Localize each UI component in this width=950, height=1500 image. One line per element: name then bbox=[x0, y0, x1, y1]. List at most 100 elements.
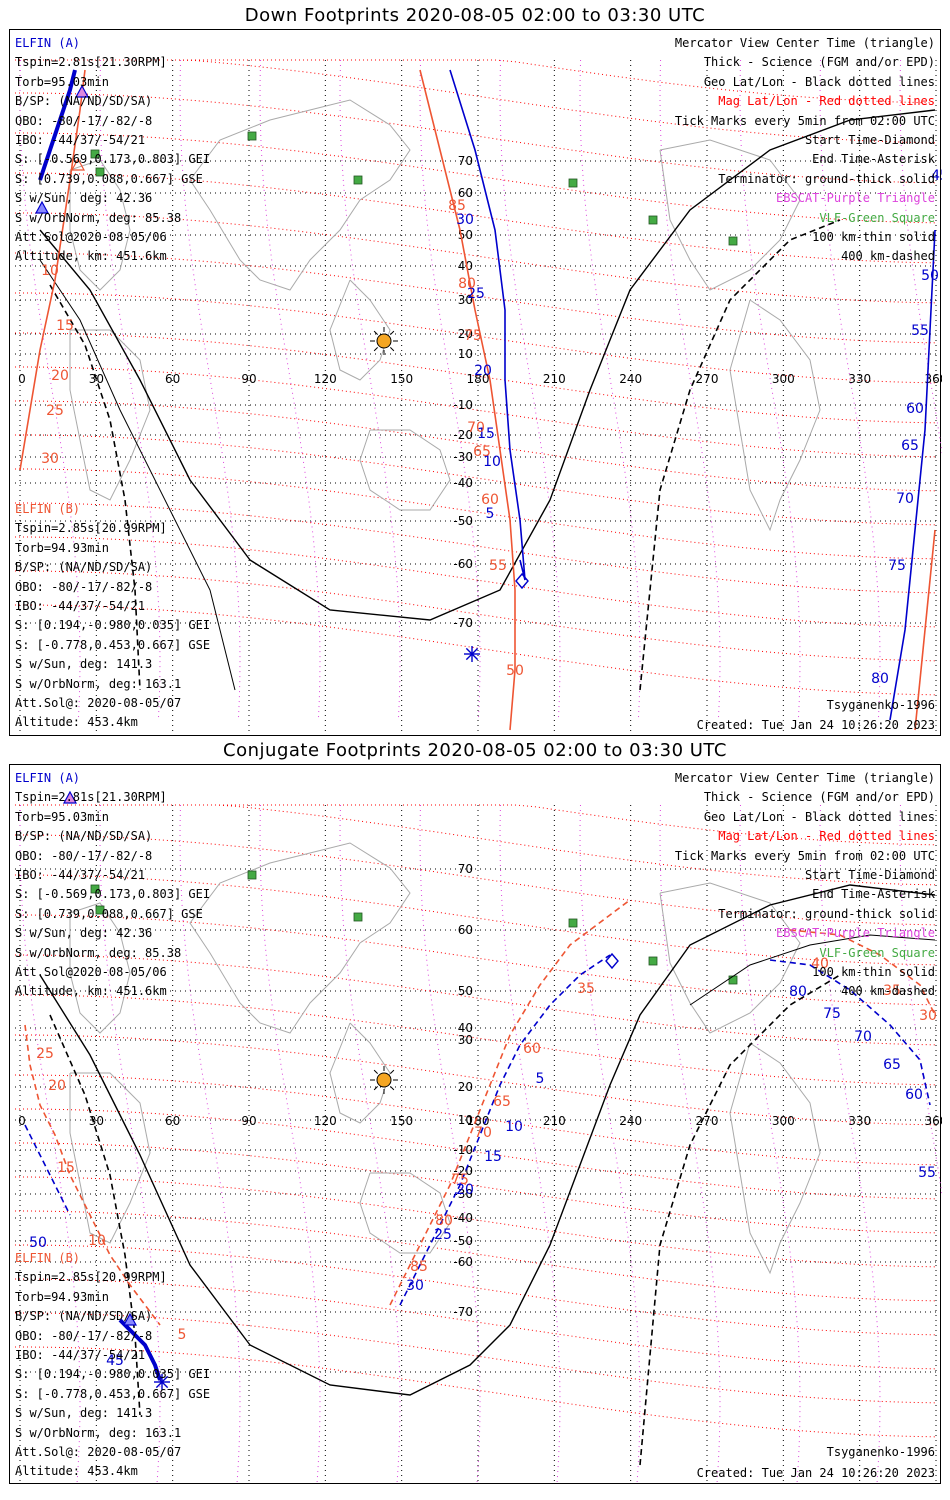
track-time-label: 25 bbox=[467, 286, 485, 302]
elfin-a-line: OBO: -80/-17/-82/-8 bbox=[15, 848, 153, 863]
lat-tick-label: -30 bbox=[453, 1187, 473, 1201]
legend-item: Thick - Science (FGM and/or EPD) bbox=[703, 790, 935, 805]
start-time-diamond bbox=[605, 952, 619, 970]
coastline bbox=[69, 329, 151, 501]
lat-tick-label: 40 bbox=[458, 1021, 473, 1035]
lat-tick-label: -70 bbox=[453, 1305, 473, 1319]
coastline bbox=[359, 1172, 451, 1254]
elfin-b-conjugate-track bbox=[389, 899, 631, 1306]
lat-tick-label: -60 bbox=[453, 1255, 473, 1269]
elfin-a-track-right bbox=[889, 229, 936, 721]
center-time-triangle bbox=[62, 790, 78, 804]
mag-grid-longitude bbox=[499, 59, 561, 721]
coastline bbox=[659, 882, 801, 1034]
coastline bbox=[729, 299, 821, 532]
lat-tick-label: 10 bbox=[458, 347, 473, 361]
sun-ray bbox=[373, 1086, 378, 1091]
elfin-a-line: Tspin=2.81s[21.30RPM] bbox=[15, 55, 167, 70]
sun-ray bbox=[390, 1069, 395, 1074]
legend-item: Terminator: ground-thick solid bbox=[718, 171, 935, 186]
elfin-b-line: S w/OrbNorm, deg: 163.1 bbox=[15, 676, 182, 691]
lon-tick-label: 90 bbox=[241, 1114, 256, 1128]
elfin-a-line: B/SP: (NA/ND/SD/SA) bbox=[15, 94, 153, 109]
legend-item: Tick Marks every 5min from 02:00 UTC bbox=[674, 848, 935, 863]
conjugate-footprints-map: 0 30 60 90 120 150 180 210 240 270 300 330 360 70 60 50… bbox=[14, 790, 942, 1485]
mag-grid-longitude bbox=[19, 804, 81, 1485]
mag-grid-longitude bbox=[259, 59, 321, 721]
lon-tick-label: 90 bbox=[241, 372, 256, 386]
track-time-label: 5 bbox=[178, 1327, 187, 1343]
elfin-b-line: S: [0.194,-0.980,0.035] GEI bbox=[15, 618, 211, 633]
lat-tick-label: 70 bbox=[458, 862, 473, 876]
legend-item: Mag Lat/Lon - Red dotted lines bbox=[718, 829, 935, 844]
lon-tick-label: 240 bbox=[619, 372, 642, 386]
elfin-b-line: B/SP: (NA/ND/SD/SA) bbox=[15, 560, 153, 575]
vlf-station-marker bbox=[568, 918, 578, 928]
legend-item: Start Time-Diamond bbox=[804, 133, 935, 148]
elfin-b-line: Altitude: 453.4km bbox=[15, 1464, 138, 1479]
legend-item: VLF-Green Square bbox=[819, 945, 935, 960]
track-time-label: 65 bbox=[473, 444, 491, 460]
vlf-station-marker bbox=[353, 175, 363, 185]
elfin-a-conjugate-track-left bbox=[24, 1124, 71, 1216]
lat-tick-label: 60 bbox=[458, 186, 473, 200]
track-time-label: 75 bbox=[451, 1172, 469, 1188]
track-time-label: 40 bbox=[811, 956, 829, 972]
track-time-label: 80 bbox=[871, 671, 889, 687]
lon-tick-label: 210 bbox=[543, 372, 566, 386]
panel-title-down: Down Footprints 2020-08-05 02:00 to 03:3… bbox=[244, 5, 706, 26]
conjugate-footprints-panel: 0 30 60 90 120 150 180 210 240 270 300 330 360 70 60 50… bbox=[9, 764, 942, 1485]
lat-tick-label: -50 bbox=[453, 1234, 473, 1248]
elfin-a-line: Tspin=2.81s[21.30RPM] bbox=[15, 790, 167, 805]
coastline bbox=[69, 1072, 151, 1244]
track-time-label: 75 bbox=[888, 558, 906, 574]
lon-tick-label: 330 bbox=[848, 1114, 871, 1128]
lon-tick-label: 150 bbox=[390, 1114, 413, 1128]
lat-tick-label: 30 bbox=[458, 293, 473, 307]
elfin-b-line: IBO: -44/37/-54/21 bbox=[15, 1348, 146, 1363]
lat-tick-label: -20 bbox=[453, 428, 473, 442]
lat-tick-label: 10 bbox=[458, 1113, 473, 1127]
legend-item: 100 km-thin solid bbox=[812, 230, 935, 245]
elfin-a-line: Att.Sol@2020-08-05/06 bbox=[15, 230, 167, 245]
track-time-label: 70 bbox=[467, 420, 485, 436]
mag-grid-longitude bbox=[19, 59, 81, 721]
legend-item: Geo Lat/Lon - Black dotted lines bbox=[703, 74, 935, 89]
legend-item: Mercator View Center Time (triangle) bbox=[674, 36, 935, 50]
lat-tick-label: 60 bbox=[458, 923, 473, 937]
terminator-100km-line bbox=[39, 259, 236, 691]
legend: Mercator View Center Time (triangle) Thi… bbox=[675, 769, 935, 1002]
elfin-a-science-track bbox=[118, 1318, 162, 1381]
coastline bbox=[69, 902, 131, 1034]
track-time-label: 10 bbox=[88, 1233, 106, 1249]
center-time-triangle bbox=[122, 1312, 138, 1326]
track-time-label: 60 bbox=[906, 401, 924, 417]
lon-tick-label: 360 bbox=[925, 372, 942, 386]
elfin-a-line: Torb=95.03min bbox=[15, 74, 109, 89]
track-time-label: 50 bbox=[506, 663, 524, 679]
track-time-label: 65 bbox=[901, 438, 919, 454]
terminator-400km-line bbox=[639, 974, 841, 1466]
track-time-label: 45 bbox=[931, 168, 942, 184]
elfin-a-line: S w/OrbNorm, deg: 85.38 bbox=[15, 945, 182, 960]
elfin-a-line: OBO: -80/-17/-82/-8 bbox=[15, 113, 153, 128]
elfin-a-line: S: [-0.569,0.173,0.803] GEI bbox=[15, 152, 211, 167]
lat-tick-label: -40 bbox=[453, 1211, 473, 1225]
elfin-b-line: Att.Sol@: 2020-08-05/07 bbox=[15, 1445, 182, 1460]
legend-item: End Time-Asterisk bbox=[812, 887, 935, 902]
track-time-label: 50 bbox=[921, 268, 939, 284]
lat-tick-label: 20 bbox=[458, 327, 473, 341]
model-label: Tsyganenko-1996 bbox=[826, 1445, 935, 1459]
elfin-b-line: S: [-0.778,0.453,0.667] GSE bbox=[15, 1386, 211, 1401]
legend-item: 400 km-dashed bbox=[841, 984, 935, 999]
elfin-b-line: OBO: -80/-17/-82/-8 bbox=[15, 579, 153, 594]
legend-item: Geo Lat/Lon - Black dotted lines bbox=[703, 809, 935, 824]
mag-grid-longitude bbox=[899, 59, 942, 456]
track-time-label: 25 bbox=[46, 403, 64, 419]
elfin-a-line: B/SP: (NA/ND/SD/SA) bbox=[15, 829, 153, 844]
elfin-a-conjugate-track-right bbox=[769, 959, 931, 1106]
track-time-label: 70 bbox=[854, 1029, 872, 1045]
mag-grid-longitude bbox=[819, 804, 881, 1485]
elfin-b-line: OBO: -80/-17/-82/-8 bbox=[15, 1328, 153, 1343]
terminator-line bbox=[39, 884, 936, 1396]
